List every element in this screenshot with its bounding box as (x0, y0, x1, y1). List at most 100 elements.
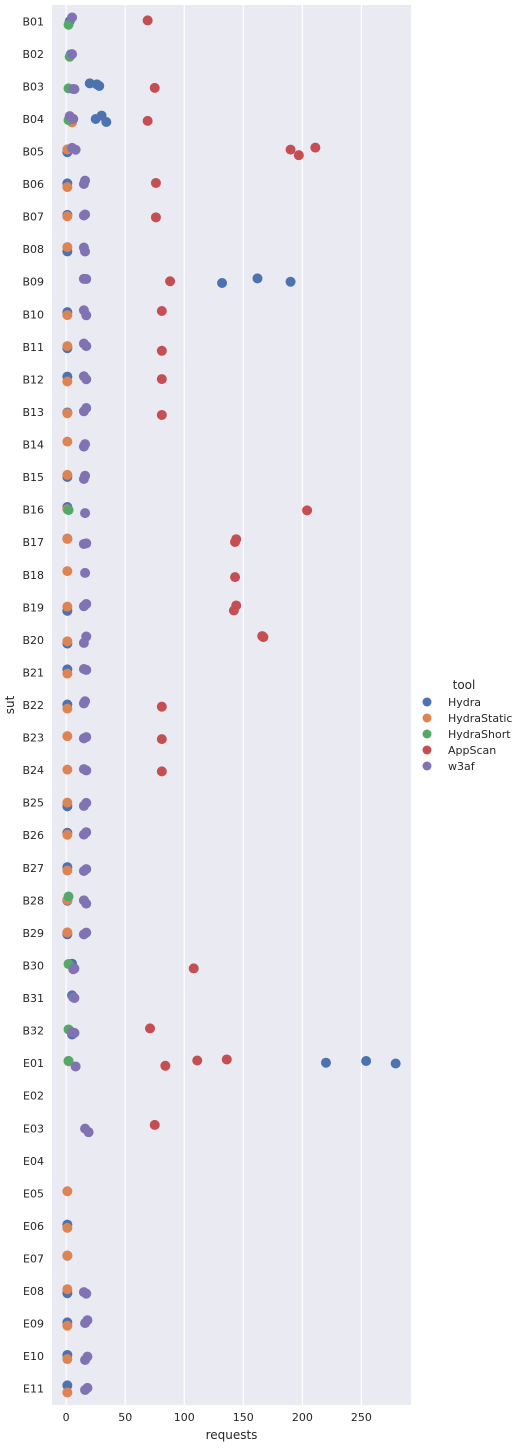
data-point (80, 175, 91, 186)
data-point (156, 374, 167, 385)
data-point (62, 731, 73, 742)
y-tick-label: B01 (22, 15, 44, 28)
data-point (81, 827, 92, 838)
y-tick-label: E04 (23, 1155, 44, 1168)
grid-lines (65, 5, 363, 1405)
x-tick-labels: 0 50 100 150 200 250 (63, 1411, 372, 1424)
data-point (62, 1250, 73, 1261)
data-point (70, 1061, 81, 1072)
legend-title: tool (453, 678, 476, 692)
data-point (80, 439, 91, 450)
data-point (156, 306, 167, 317)
data-point (149, 82, 160, 93)
data-point (101, 116, 112, 127)
data-point (156, 345, 167, 356)
data-point (63, 1055, 74, 1066)
data-point (62, 668, 73, 679)
data-point (142, 15, 153, 26)
data-point (80, 696, 91, 707)
data-point (160, 1060, 171, 1071)
data-point (188, 963, 199, 974)
y-tick-label: B25 (22, 797, 44, 810)
y-tick-label: B29 (22, 927, 44, 940)
y-tick-label: E11 (23, 1383, 44, 1396)
data-point (81, 927, 92, 938)
y-tick-label: B03 (22, 80, 44, 93)
y-tick-label: B10 (22, 308, 44, 321)
data-point (145, 1023, 156, 1034)
data-point (62, 376, 73, 387)
legend-entry: Hydra (448, 696, 481, 709)
y-tick-label: E09 (23, 1318, 44, 1331)
data-point (81, 1288, 92, 1299)
data-point (62, 601, 73, 612)
data-point (81, 765, 92, 776)
legend: tool Hydra HydraStatic HydraShort AppScan w3… (422, 678, 512, 773)
data-point (285, 276, 296, 287)
data-point (310, 142, 321, 153)
data-point (62, 829, 73, 840)
data-point (231, 534, 242, 545)
data-point (62, 341, 73, 352)
data-point (81, 631, 92, 642)
legend-marker (422, 729, 432, 739)
legend-marker (422, 713, 432, 723)
data-point (156, 701, 167, 712)
y-tick-label: B05 (22, 146, 44, 159)
y-tick-label: B15 (22, 471, 44, 484)
data-point (81, 898, 92, 909)
data-point (81, 310, 92, 321)
data-point (62, 865, 73, 876)
y-tick-label: B08 (22, 243, 44, 256)
y-tick-label: E02 (23, 1090, 44, 1103)
data-point (62, 469, 73, 480)
data-point (81, 864, 92, 875)
data-point (62, 703, 73, 714)
legend-items: Hydra HydraStatic HydraShort AppScan w3af (422, 696, 512, 773)
data-point (156, 409, 167, 420)
data-point (82, 1315, 93, 1326)
data-point (70, 144, 81, 155)
data-point (62, 211, 73, 222)
y-tick-label: B20 (22, 634, 44, 647)
y-tick-label: B28 (22, 894, 44, 907)
data-point (62, 436, 73, 447)
y-tick-labels: B01 B02 B03 B04 B05 B06 B07 B08 B09 B10 B11 B12 B13 B… (22, 15, 44, 1395)
data-point (217, 278, 228, 289)
y-tick-label: B16 (22, 504, 44, 517)
data-point (293, 150, 304, 161)
data-point (192, 1055, 203, 1066)
data-point (149, 1119, 160, 1130)
y-tick-label: E07 (23, 1252, 44, 1265)
data-point (68, 113, 79, 124)
data-point (80, 246, 91, 257)
data-point (81, 538, 92, 549)
data-point (80, 209, 91, 220)
y-tick-label: E01 (23, 1057, 44, 1070)
data-point (62, 1186, 73, 1197)
y-tick-label: B07 (22, 211, 44, 224)
x-tick-label: 250 (351, 1411, 372, 1424)
data-point (62, 797, 73, 808)
data-point (361, 1056, 372, 1067)
x-tick-label: 50 (118, 1411, 132, 1424)
data-point (62, 1387, 73, 1398)
y-axis-label: sut (3, 695, 17, 714)
data-point (165, 276, 176, 287)
data-point (62, 408, 73, 419)
data-point (63, 891, 74, 902)
y-tick-label: E06 (23, 1220, 44, 1233)
data-point (221, 1054, 232, 1065)
data-point (302, 505, 313, 516)
data-point (82, 1382, 93, 1393)
data-point (62, 927, 73, 938)
data-point (81, 341, 92, 352)
data-point (390, 1058, 401, 1069)
data-point (142, 115, 153, 126)
y-tick-label: E05 (23, 1187, 44, 1200)
data-point (258, 632, 269, 643)
data-point (81, 403, 92, 414)
data-point (62, 533, 73, 544)
data-point (320, 1057, 331, 1068)
